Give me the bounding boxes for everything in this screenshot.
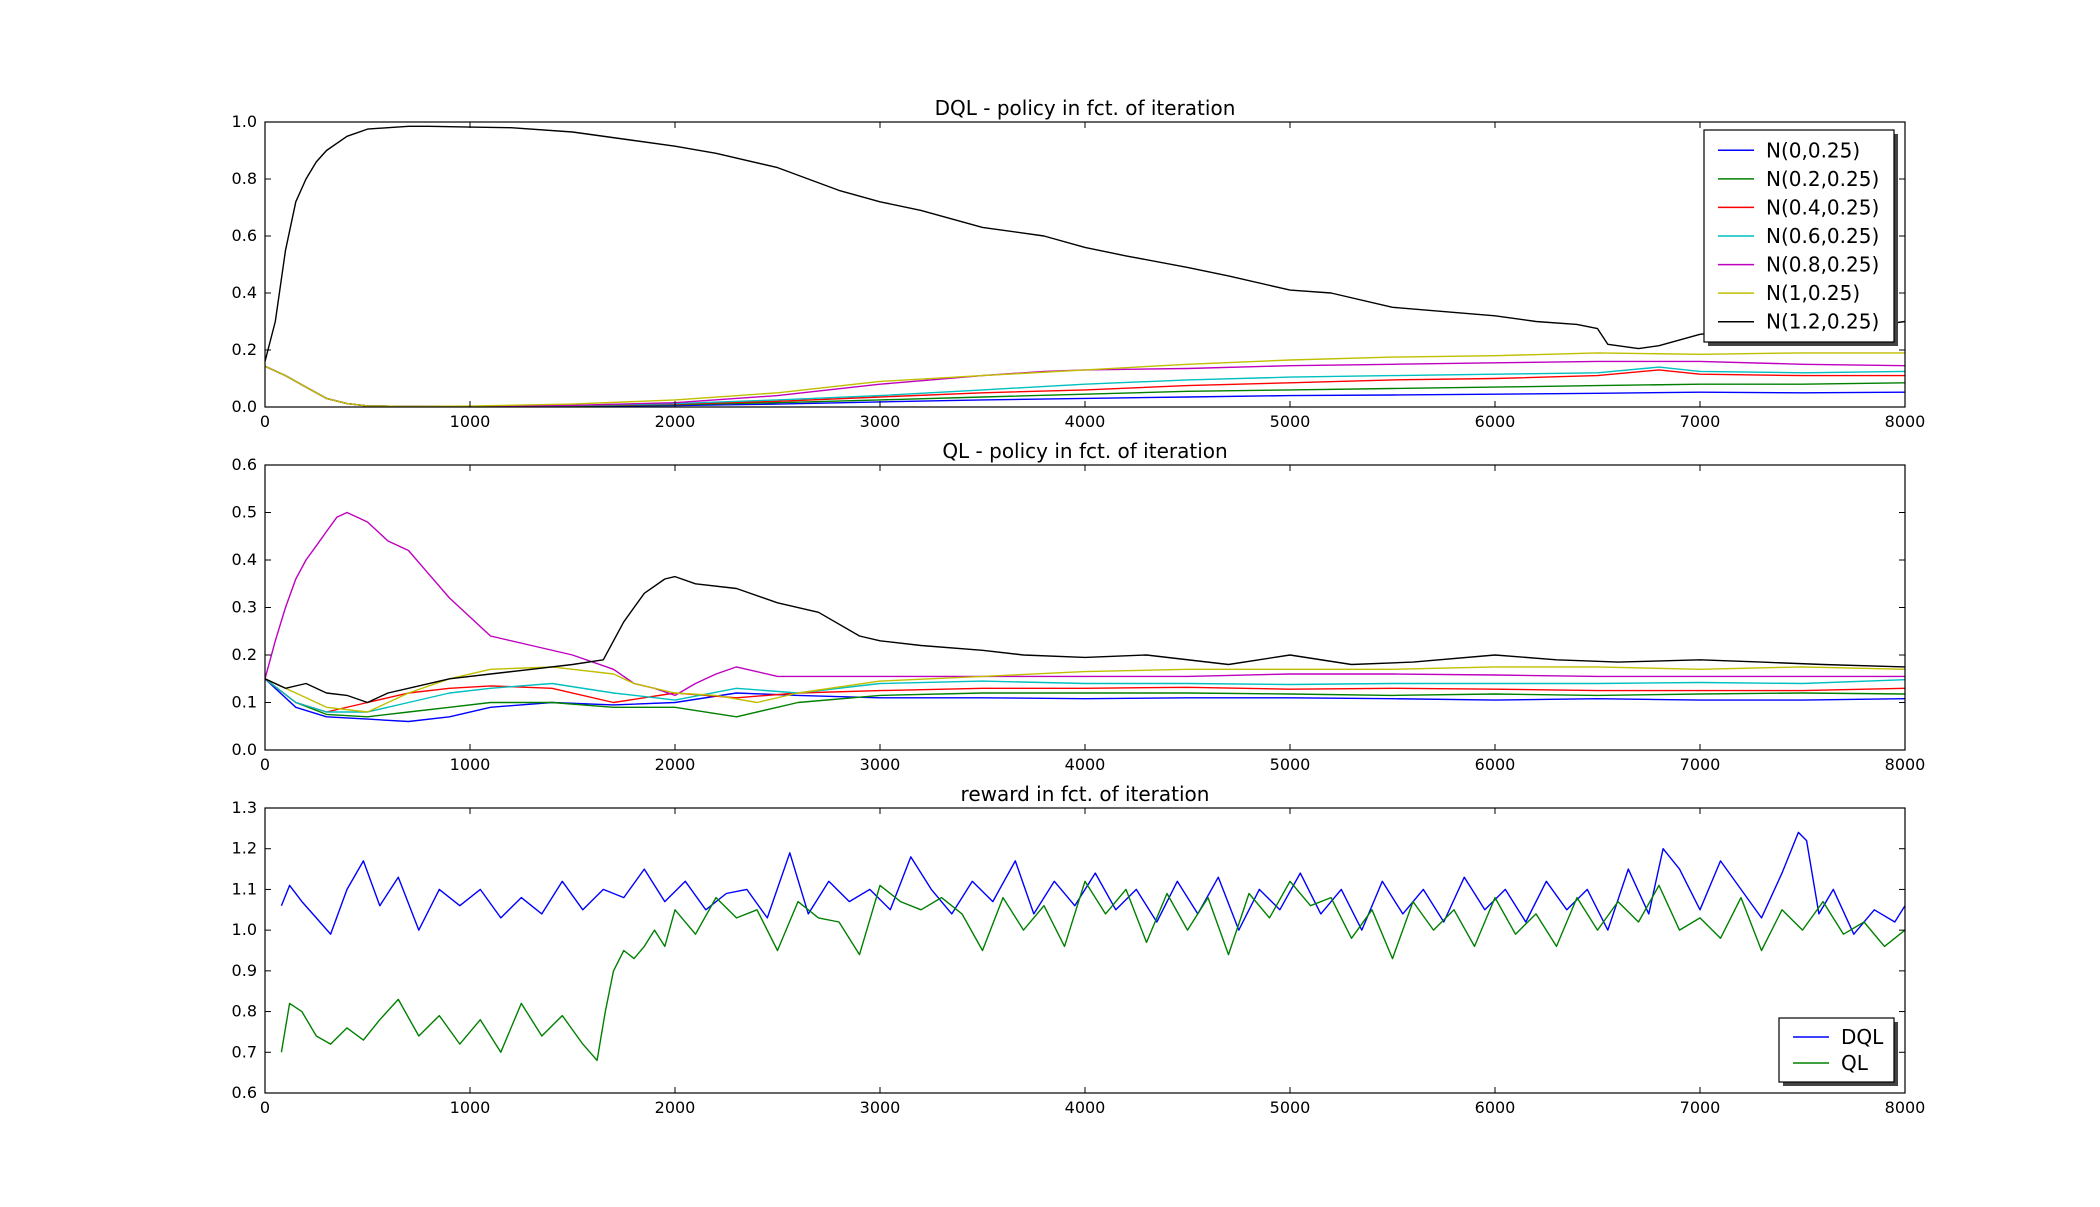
legend-label: N(0,0.25) (1766, 138, 1860, 162)
y-tick-label: 0.9 (232, 961, 257, 980)
chart-panel-2: QL - policy in fct. of iteration 0 1000 200… (232, 439, 1926, 774)
series-line-6 (265, 666, 1905, 713)
y-tick-label: 0.3 (232, 598, 257, 617)
x-tick-label: 6000 (1475, 412, 1516, 431)
series-line-3 (265, 365, 1905, 407)
x-tick-label: 0 (260, 1098, 270, 1117)
axes-frame (264, 464, 1906, 751)
x-tick-label: 8000 (1885, 755, 1926, 774)
y-tick-label: 0.2 (232, 645, 257, 664)
axes-frame (264, 807, 1906, 1094)
legend-label: QL (1841, 1051, 1869, 1075)
series-line-2 (265, 678, 1905, 718)
legend-label: N(1.2,0.25) (1766, 310, 1879, 334)
y-tick-label: 1.0 (232, 920, 257, 939)
legend: N(0,0.25) N(0.2,0.25) N(0.4,0.25) N(0.6,0.2… (1703, 129, 1898, 346)
series-line-4 (265, 678, 1905, 713)
x-tick-label: 0 (260, 755, 270, 774)
x-tick-label: 2000 (655, 1098, 696, 1117)
x-tick-label: 5000 (1270, 1098, 1311, 1117)
y-tick-label: 1.2 (232, 839, 257, 858)
series-line-2 (265, 365, 1905, 407)
x-tick-label: 2000 (655, 755, 696, 774)
y-tick-label: 1.1 (232, 879, 257, 898)
series-group (280, 831, 1905, 1062)
series-line-4 (265, 365, 1905, 407)
legend-label: DQL (1841, 1025, 1884, 1049)
x-tick-label: 7000 (1680, 755, 1721, 774)
series-line-6 (265, 352, 1905, 407)
series-group (265, 125, 1905, 407)
y-tick-label: 0.8 (232, 1002, 257, 1021)
x-tick-label: 6000 (1475, 755, 1516, 774)
x-tick-label: 6000 (1475, 1098, 1516, 1117)
chart-title: reward in fct. of iteration (961, 782, 1210, 806)
legend-label: N(0.8,0.25) (1766, 253, 1879, 277)
chart-panel-3: reward in fct. of iteration 0 1000 2000 3000… (232, 782, 1926, 1117)
x-tick-label: 1000 (450, 1098, 491, 1117)
x-tick-label: 0 (260, 412, 270, 431)
y-tick-label: 0.0 (232, 740, 257, 759)
legend-label: N(0.4,0.25) (1766, 195, 1879, 219)
series-line-1 (265, 365, 1905, 407)
series-line-7 (265, 125, 1905, 362)
x-tick-label: 4000 (1065, 412, 1106, 431)
x-tick-label: 1000 (450, 412, 491, 431)
y-tick-label: 0.1 (232, 693, 257, 712)
legend-label: N(1,0.25) (1766, 281, 1860, 305)
y-tick-label: 1.3 (232, 798, 257, 817)
x-tick-label: 3000 (860, 1098, 901, 1117)
y-tick-label: 0.2 (232, 340, 257, 359)
series-line-1 (265, 678, 1905, 723)
series-line-1 (280, 831, 1905, 935)
series-line-5 (265, 511, 1905, 697)
y-tick-label: 0.6 (232, 1083, 257, 1102)
x-tick-label: 3000 (860, 412, 901, 431)
chart-title: DQL - policy in fct. of iteration (935, 96, 1236, 120)
legend-label: N(0.6,0.25) (1766, 224, 1879, 248)
y-tick-label: 0.7 (232, 1042, 257, 1061)
chart-panel-1: DQL - policy in fct. of iteration 0 1000 20… (232, 96, 1926, 431)
y-tick-label: 1.0 (232, 112, 257, 131)
x-tick-label: 2000 (655, 412, 696, 431)
y-tick-label: 0.4 (232, 283, 257, 302)
x-tick-label: 3000 (860, 755, 901, 774)
y-tick-label: 0.0 (232, 397, 257, 416)
series-line-7 (265, 575, 1905, 704)
x-tick-label: 8000 (1885, 412, 1926, 431)
y-tick-label: 0.5 (232, 503, 257, 522)
x-tick-label: 1000 (450, 755, 491, 774)
x-tick-label: 4000 (1065, 755, 1106, 774)
x-tick-label: 8000 (1885, 1098, 1926, 1117)
series-group (265, 511, 1905, 723)
y-tick-label: 0.4 (232, 550, 257, 569)
axes-frame (264, 121, 1906, 408)
legend-box (1778, 1017, 1895, 1083)
x-tick-label: 5000 (1270, 412, 1311, 431)
series-line-2 (280, 880, 1905, 1062)
x-tick-label: 4000 (1065, 1098, 1106, 1117)
x-tick-label: 5000 (1270, 755, 1311, 774)
x-tick-label: 7000 (1680, 1098, 1721, 1117)
y-tick-label: 0.6 (232, 226, 257, 245)
legend-label: N(0.2,0.25) (1766, 167, 1879, 191)
y-tick-label: 0.8 (232, 169, 257, 188)
x-tick-label: 7000 (1680, 412, 1721, 431)
y-tick-label: 0.6 (232, 455, 257, 474)
chart-title: QL - policy in fct. of iteration (942, 439, 1227, 463)
